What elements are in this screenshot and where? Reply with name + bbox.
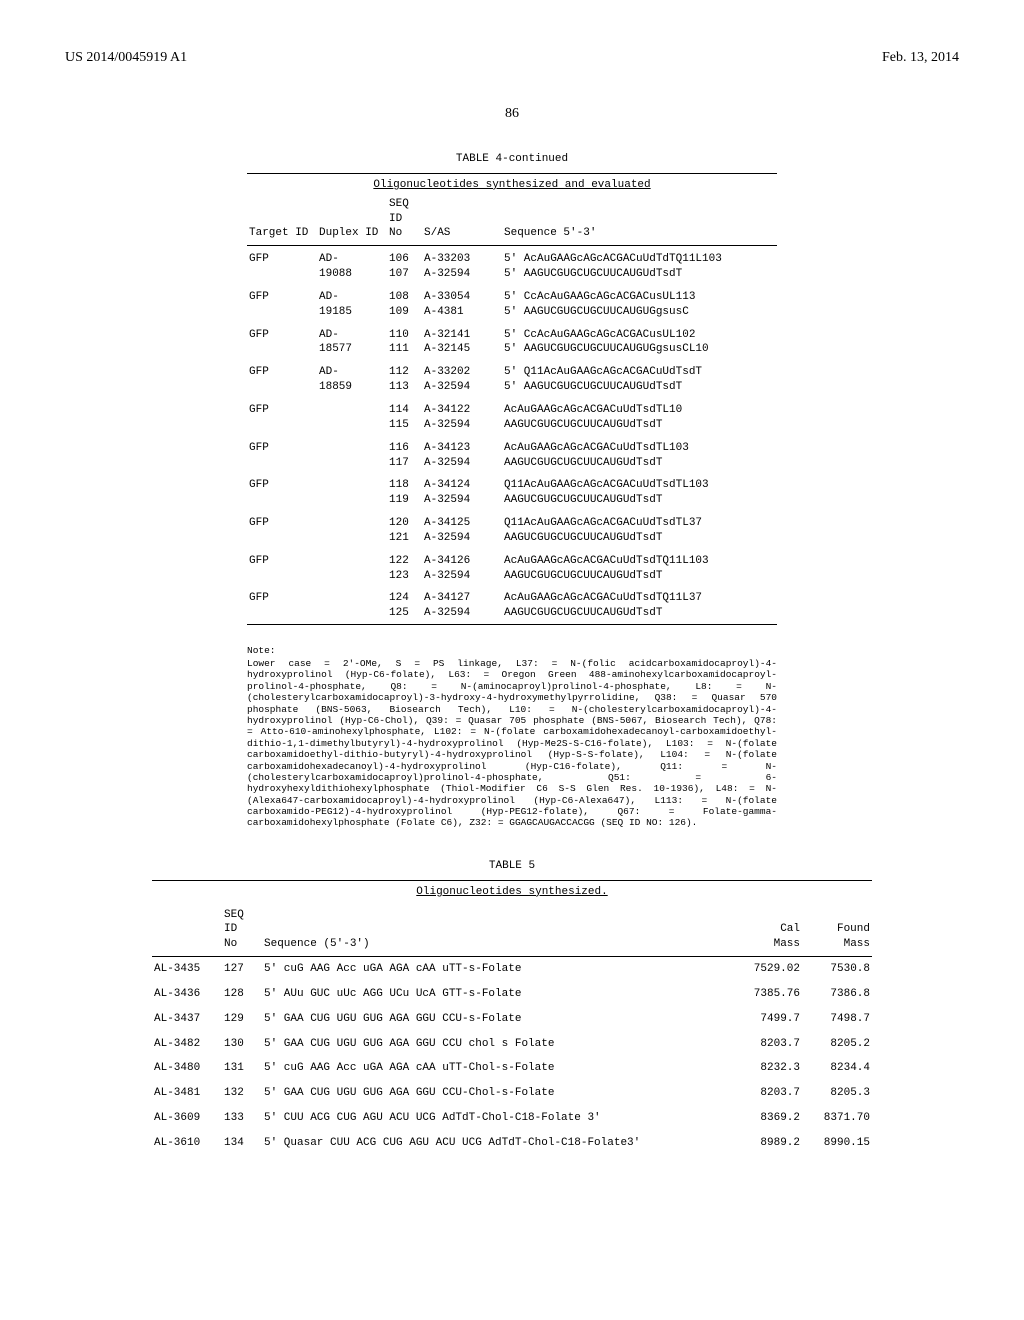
table-row: AL-34371295' GAA CUG UGU GUG AGA GGU CCU… xyxy=(152,1007,872,1032)
table-row: AL-34811325' GAA CUG UGU GUG AGA GGU CCU… xyxy=(152,1081,872,1106)
th5-sequence: Sequence (5'-3') xyxy=(262,904,732,957)
th-sequence: Sequence 5'-3' xyxy=(502,193,777,246)
table-row: AL-34361285' AUu GUC uUc AGG UCu UcA GTT… xyxy=(152,982,872,1007)
th-seq: SEQ ID No xyxy=(387,193,422,246)
header-right: Feb. 13, 2014 xyxy=(882,50,959,66)
table5-subtitle: Oligonucleotides synthesized. xyxy=(152,880,872,903)
table4-subtitle: Oligonucleotides synthesized and evaluat… xyxy=(247,173,777,193)
table-row: GFP124125A-34127A-32594AcAuGAAGcAGcACGAC… xyxy=(247,585,777,623)
th5-found: Found Mass xyxy=(802,904,872,957)
table-row: GFP118119A-34124A-32594Q11AcAuGAAGcAGcAC… xyxy=(247,472,777,510)
table-4: TABLE 4-continued Oligonucleotides synth… xyxy=(247,152,777,625)
th-sas: S/AS xyxy=(422,193,502,246)
header-left: US 2014/0045919 A1 xyxy=(65,50,187,66)
table-5: TABLE 5 Oligonucleotides synthesized. SE… xyxy=(152,859,872,1156)
table-row: GFPAD-18859112113A-33202A-325945' Q11AcA… xyxy=(247,359,777,397)
table4-title: TABLE 4-continued xyxy=(247,152,777,167)
table-row: GFPAD-19185108109A-33054A-43815' CcAcAuG… xyxy=(247,284,777,322)
table-row: GFP116117A-34123A-32594AcAuGAAGcAGcACGAC… xyxy=(247,435,777,473)
table-row: GFPAD-18577110111A-32141A-321455' CcAcAu… xyxy=(247,322,777,360)
table-row: AL-34351275' cuG AAG Acc uGA AGA cAA uTT… xyxy=(152,957,872,982)
table-row: GFPAD-19088106107A-33203A-325945' AcAuGA… xyxy=(247,246,777,284)
th5-seq: SEQ ID No xyxy=(222,904,262,957)
table-row: GFP114115A-34122A-32594AcAuGAAGcAGcACGAC… xyxy=(247,397,777,435)
table4-note: Note: Lower case = 2'-OMe, S = PS linkag… xyxy=(247,645,777,829)
table-row: AL-34801315' cuG AAG Acc uGA AGA cAA uTT… xyxy=(152,1056,872,1081)
th5-id xyxy=(152,904,222,957)
page-number: 86 xyxy=(65,106,959,122)
th-target: Target ID xyxy=(247,193,317,246)
note-head: Note: xyxy=(247,645,777,656)
page-header: US 2014/0045919 A1 Feb. 13, 2014 xyxy=(65,50,959,66)
table-row: AL-36091335' CUU ACG CUG AGU ACU UCG AdT… xyxy=(152,1106,872,1131)
table-row: GFP122123A-34126A-32594AcAuGAAGcAGcACGAC… xyxy=(247,548,777,586)
note-body: Lower case = 2'-OMe, S = PS linkage, L37… xyxy=(247,658,777,829)
table-row: AL-36101345' Quasar CUU ACG CUG AGU ACU … xyxy=(152,1131,872,1156)
table-row: GFP120121A-34125A-32594Q11AcAuGAAGcAGcAC… xyxy=(247,510,777,548)
th5-cal: Cal Mass xyxy=(732,904,802,957)
table-row: AL-34821305' GAA CUG UGU GUG AGA GGU CCU… xyxy=(152,1032,872,1057)
th-duplex: Duplex ID xyxy=(317,193,387,246)
table5-title: TABLE 5 xyxy=(152,859,872,874)
